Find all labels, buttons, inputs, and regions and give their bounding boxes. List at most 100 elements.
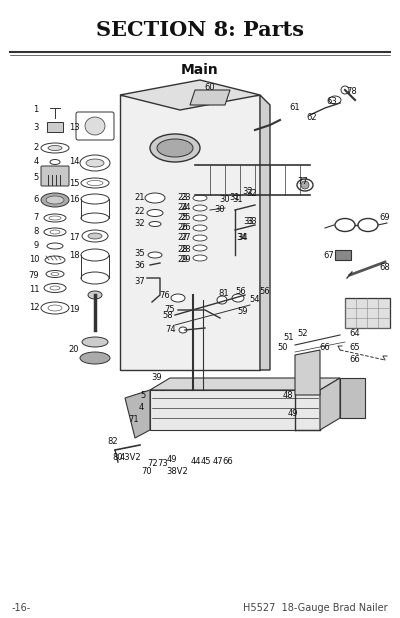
Text: 56: 56 [236, 287, 246, 297]
Ellipse shape [44, 214, 66, 222]
Text: 70: 70 [142, 467, 152, 476]
Text: 37: 37 [135, 277, 145, 287]
Text: 71: 71 [129, 415, 139, 425]
Text: 28: 28 [181, 245, 191, 253]
Text: 54: 54 [250, 295, 260, 305]
Ellipse shape [51, 273, 59, 276]
Ellipse shape [193, 225, 207, 231]
Text: 32: 32 [243, 187, 253, 195]
Ellipse shape [50, 286, 60, 290]
Text: 27: 27 [178, 234, 188, 242]
Ellipse shape [41, 193, 69, 207]
Ellipse shape [148, 252, 162, 258]
Text: 2: 2 [33, 143, 39, 151]
Ellipse shape [80, 155, 110, 171]
Text: 63: 63 [327, 98, 337, 106]
Text: 50: 50 [278, 344, 288, 352]
Text: 27: 27 [181, 234, 191, 242]
Polygon shape [150, 378, 340, 390]
Text: 58: 58 [163, 310, 173, 320]
Ellipse shape [82, 230, 108, 242]
Text: 20: 20 [69, 345, 79, 355]
Text: 74: 74 [166, 326, 176, 334]
Text: 7: 7 [33, 213, 39, 221]
Polygon shape [150, 390, 320, 430]
FancyBboxPatch shape [41, 166, 69, 186]
Ellipse shape [232, 294, 244, 302]
Text: 9: 9 [33, 242, 39, 250]
Text: 77: 77 [298, 177, 308, 187]
Ellipse shape [87, 180, 103, 185]
Text: 3: 3 [33, 124, 39, 132]
Text: 34: 34 [238, 232, 248, 242]
Text: 36: 36 [135, 261, 145, 269]
Bar [345, 298, 390, 328]
Text: 72: 72 [148, 459, 158, 467]
Text: 66: 66 [350, 355, 360, 365]
Text: 5: 5 [33, 174, 39, 182]
Ellipse shape [329, 96, 341, 104]
Text: 78: 78 [347, 87, 357, 96]
Text: 17: 17 [69, 232, 79, 242]
Text: 16: 16 [69, 195, 79, 205]
Text: 23: 23 [178, 192, 188, 201]
Text: 8: 8 [33, 227, 39, 235]
Text: 67: 67 [324, 250, 334, 260]
Text: 1: 1 [33, 106, 39, 114]
Text: 60: 60 [205, 83, 215, 93]
Text: Main: Main [181, 63, 219, 77]
Text: 30: 30 [215, 206, 225, 214]
Ellipse shape [193, 195, 207, 201]
Text: 28: 28 [178, 245, 188, 253]
Text: 26: 26 [181, 224, 191, 232]
Text: 23: 23 [181, 192, 191, 201]
Text: 49: 49 [167, 455, 177, 465]
Ellipse shape [171, 294, 185, 302]
Text: 29: 29 [181, 255, 191, 263]
Ellipse shape [149, 221, 161, 227]
Ellipse shape [88, 291, 102, 299]
Text: 51: 51 [284, 334, 294, 342]
Text: SECTION 8: Parts: SECTION 8: Parts [96, 20, 304, 40]
Text: 5: 5 [140, 391, 146, 400]
Text: 6: 6 [33, 195, 39, 203]
Ellipse shape [50, 230, 60, 234]
Ellipse shape [193, 205, 207, 211]
Ellipse shape [335, 219, 355, 232]
Polygon shape [120, 80, 260, 110]
Text: 82: 82 [108, 438, 118, 446]
Text: -16-: -16- [12, 603, 31, 613]
Ellipse shape [48, 145, 62, 151]
Polygon shape [190, 90, 230, 105]
Text: 48: 48 [283, 391, 293, 399]
Ellipse shape [45, 256, 65, 264]
Ellipse shape [81, 213, 109, 223]
Text: 31: 31 [233, 195, 243, 205]
Text: 59: 59 [238, 308, 248, 316]
Text: 15: 15 [69, 179, 79, 187]
Ellipse shape [46, 196, 64, 204]
Ellipse shape [46, 271, 64, 277]
Ellipse shape [217, 296, 227, 304]
Text: 31: 31 [230, 193, 240, 203]
Ellipse shape [81, 272, 109, 284]
Ellipse shape [193, 255, 207, 261]
Ellipse shape [179, 327, 187, 333]
Ellipse shape [82, 337, 108, 347]
Circle shape [301, 181, 309, 189]
Text: 24: 24 [178, 203, 188, 211]
Text: 68: 68 [380, 263, 390, 273]
Text: 66: 66 [320, 342, 330, 352]
Ellipse shape [88, 233, 102, 239]
Text: 13: 13 [69, 124, 79, 132]
Text: 33: 33 [247, 218, 257, 227]
Ellipse shape [44, 284, 66, 292]
Text: 18: 18 [69, 252, 79, 261]
Text: 14: 14 [69, 158, 79, 166]
Text: 26: 26 [178, 224, 188, 232]
Text: 32: 32 [135, 219, 145, 229]
Text: 4: 4 [33, 158, 39, 166]
Text: 24: 24 [181, 203, 191, 211]
Text: 47: 47 [213, 457, 223, 467]
Polygon shape [125, 390, 150, 438]
